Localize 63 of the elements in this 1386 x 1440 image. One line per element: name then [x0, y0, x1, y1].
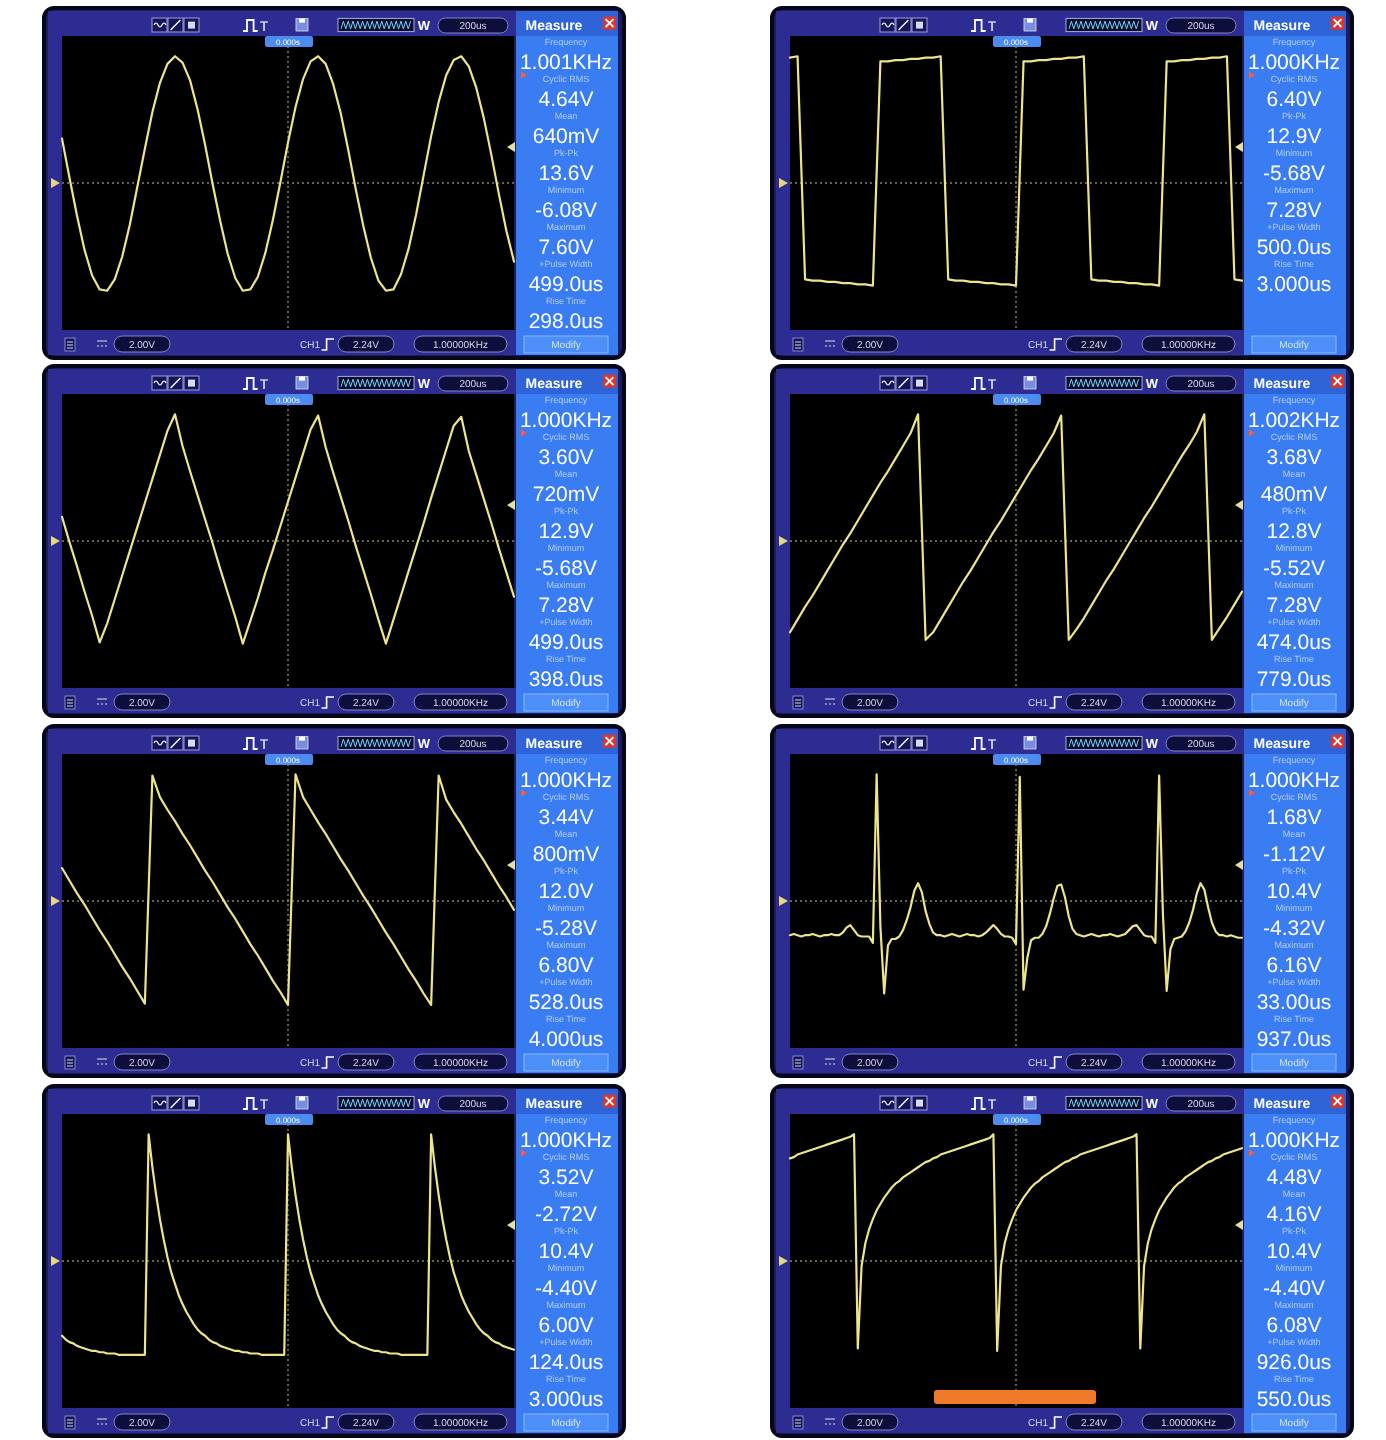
text: 7.28V	[1266, 198, 1322, 223]
text: 1.000KHz	[1247, 768, 1341, 793]
text: 3.52V	[538, 1165, 594, 1190]
text: 1.001KHz	[519, 50, 613, 75]
text: 1.000KHz	[519, 408, 613, 433]
text: 3.60V	[538, 445, 594, 470]
text: -1.12V	[1263, 842, 1325, 867]
text: 779.0us	[1256, 667, 1332, 692]
text: 499.0us	[528, 630, 604, 655]
text: 1.000KHz	[1247, 1128, 1341, 1153]
text: 3.000us	[528, 1387, 604, 1412]
text: 4.64V	[538, 87, 594, 112]
text: 6.08V	[1266, 1313, 1322, 1338]
text: 3.68V	[1266, 445, 1322, 470]
text: 7.60V	[538, 235, 594, 260]
text: 4.000us	[528, 1027, 604, 1052]
text: 33.00us	[1256, 990, 1332, 1015]
text: 937.0us	[1256, 1027, 1332, 1052]
text: 12.0V	[538, 879, 594, 904]
text: 1.000KHz	[519, 1128, 613, 1153]
text: 550.0us	[1256, 1387, 1332, 1412]
text: 1.000KHz	[519, 768, 613, 793]
text: 1.002KHz	[1247, 408, 1341, 433]
text: -5.68V	[535, 556, 597, 581]
text: -4.40V	[535, 1276, 597, 1301]
text: 4.16V	[1266, 1202, 1322, 1227]
text: 3.000us	[1256, 272, 1332, 297]
text: 12.9V	[1266, 124, 1322, 149]
text: -4.32V	[1263, 916, 1325, 941]
text: -5.52V	[1263, 556, 1325, 581]
text: 480mV	[1260, 482, 1328, 507]
text: 640mV	[532, 124, 600, 149]
text: 6.40V	[1266, 87, 1322, 112]
text: 398.0us	[528, 667, 604, 692]
text: -6.08V	[535, 198, 597, 223]
text: 10.4V	[1266, 1239, 1322, 1264]
text: 1.68V	[1266, 805, 1322, 830]
text: 10.4V	[538, 1239, 594, 1264]
text: 1.000KHz	[1247, 50, 1341, 75]
text: 926.0us	[1256, 1350, 1332, 1375]
text: 499.0us	[528, 272, 604, 297]
text: 124.0us	[528, 1350, 604, 1375]
text: 13.6V	[538, 161, 594, 186]
text: 4.48V	[1266, 1165, 1322, 1190]
text: 500.0us	[1256, 235, 1332, 260]
text: 10.4V	[1266, 879, 1322, 904]
text: 298.0us	[528, 309, 604, 334]
text: 6.80V	[538, 953, 594, 978]
text: 6.16V	[1266, 953, 1322, 978]
text: 3.44V	[538, 805, 594, 830]
text: -2.72V	[535, 1202, 597, 1227]
text: 12.9V	[538, 519, 594, 544]
text: 12.8V	[1266, 519, 1322, 544]
text: -4.40V	[1263, 1276, 1325, 1301]
text: 7.28V	[1266, 593, 1322, 618]
text: 720mV	[532, 482, 600, 507]
text: 474.0us	[1256, 630, 1332, 655]
text: -5.28V	[535, 916, 597, 941]
text: -5.68V	[1263, 161, 1325, 186]
text: 800mV	[532, 842, 600, 867]
text: 528.0us	[528, 990, 604, 1015]
text: 6.00V	[538, 1313, 594, 1338]
text: 7.28V	[538, 593, 594, 618]
